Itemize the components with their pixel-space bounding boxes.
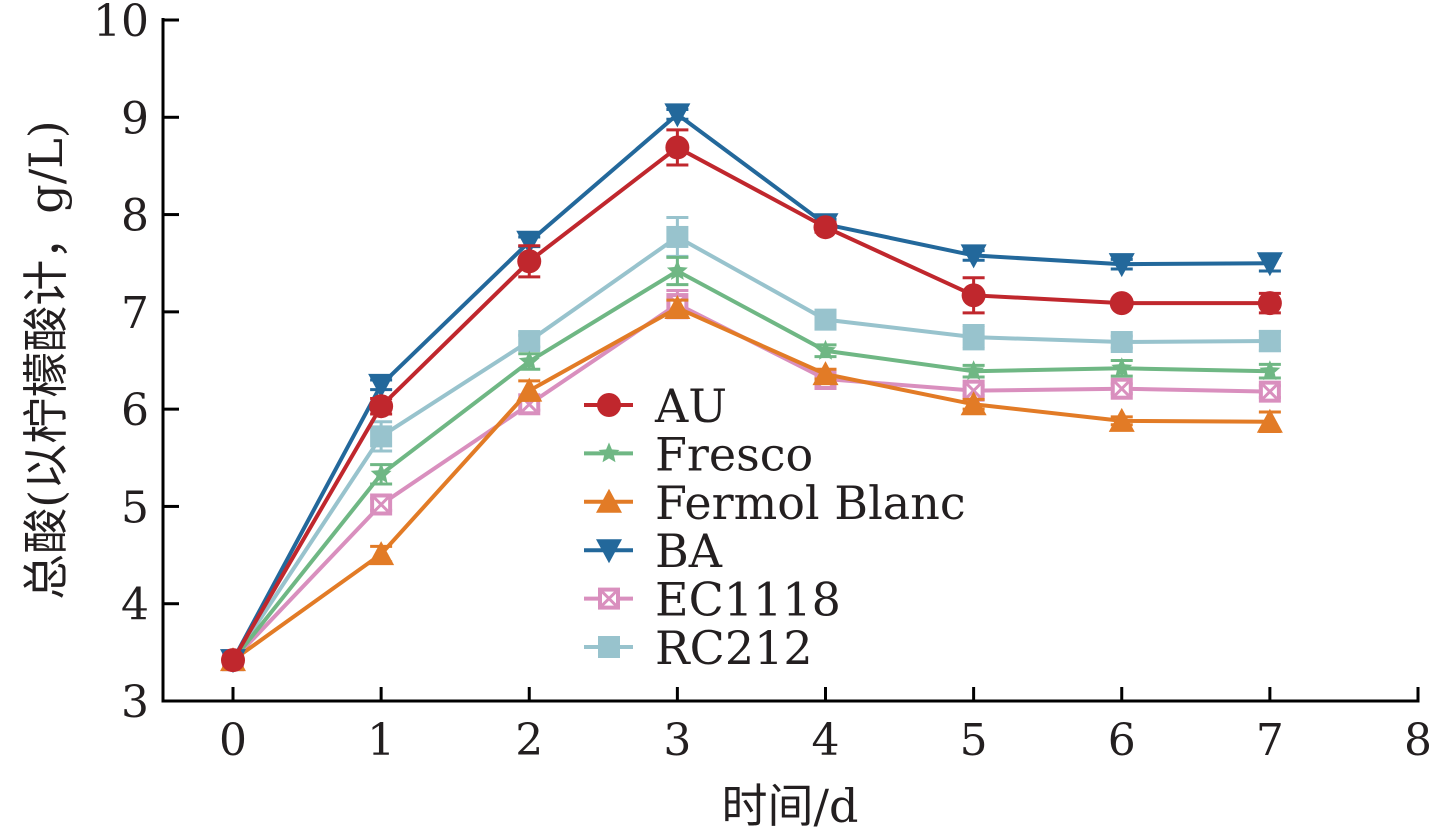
data-point-fermol-blanc [812,361,839,386]
data-point-rc212 [518,330,541,353]
data-point-au [1109,291,1134,316]
legend-item-fermol-blanc: Fermol Blanc [584,476,966,530]
data-point-ec1118-cross [1261,383,1278,400]
data-point-ec1118 [1258,380,1281,403]
data-point-fermol-blanc [1256,408,1283,433]
legend-label-fresco: Fresco [655,427,813,481]
legend-label-ec1118: EC1118 [655,573,841,627]
data-point-fresco [666,260,688,280]
y-tick-label: 6 [121,385,149,436]
legend-item-fresco: Fresco [584,427,813,481]
data-point-au [517,249,542,274]
x-tick-label: 7 [1256,715,1284,766]
data-point-ba [1108,253,1135,278]
x-tick-label: 4 [812,715,840,766]
y-axis-label: 总酸(以柠檬酸计，g/L) [19,120,73,599]
x-axis-label: 时间/d [722,779,859,832]
x-tick-label: 2 [515,715,543,766]
y-tick-label: 5 [121,482,149,533]
data-point-fresco [370,463,392,484]
data-point-fresco [1111,357,1133,378]
y-tick-label: 7 [121,288,149,339]
series-line-fermol-blanc [231,305,1270,662]
data-point-fermol-blanc [664,294,691,319]
legend-marker-ba [596,539,622,564]
data-point-rc212 [666,225,689,248]
series-line-rc212 [231,234,1270,662]
series-layer [220,103,1283,674]
data-point-fermol-blanc [1108,407,1135,432]
data-point-ba [664,103,691,128]
legend-item-ba: BA [584,524,723,578]
legend-marker-rc212 [598,636,620,658]
data-point-ba [960,244,987,269]
data-point-rc212 [962,326,985,349]
x-tick-label: 8 [1404,715,1432,766]
x-tick-label: 5 [960,715,988,766]
legend-label-ba: BA [655,524,723,578]
series-line-ba [231,111,1270,662]
x-tick-label: 6 [1108,715,1136,766]
legend-item-ec1118: EC1118 [584,573,841,627]
data-point-au [369,394,394,419]
legend-marker-fermol-blanc [596,488,622,513]
data-point-au [1257,291,1282,316]
data-point-au [961,283,986,308]
series-line-fresco [231,268,1270,662]
legend-marker-fresco [598,442,620,463]
data-point-rc212 [1110,331,1133,354]
legend-marker-ec1118 [598,587,620,610]
data-point-au [221,648,245,673]
y-tick-label: 10 [93,0,149,47]
data-point-au [665,135,690,160]
data-point-fresco [963,360,985,381]
legend-label-fermol-blanc: Fermol Blanc [655,476,966,530]
series-fresco [222,255,1281,669]
data-point-fresco [1259,360,1281,381]
data-point-ba [1256,252,1283,277]
y-tick-label: 3 [121,677,149,728]
y-tick-label: 8 [121,191,149,242]
legend-label-rc212: RC212 [655,621,813,675]
data-point-au [813,215,838,240]
legend-item-au: AU [584,379,727,433]
data-point-ba [516,230,543,255]
data-point-rc212 [370,425,393,448]
x-tick-label: 0 [219,715,247,766]
data-point-fresco [518,350,540,371]
data-point-rc212 [1258,330,1281,353]
data-point-rc212 [814,308,837,331]
data-point-fermol-blanc [516,377,543,402]
legend-item-rc212: RC212 [584,621,813,675]
legend-marker-ec1118-cross [600,590,618,607]
series-au [221,128,1282,673]
data-point-ec1118 [370,493,393,516]
data-point-ec1118-cross [1113,380,1130,397]
data-point-ec1118 [1110,377,1133,400]
series-line-au [231,145,1270,662]
x-tick-label: 3 [663,715,691,766]
data-point-ec1118-cross [373,496,390,513]
axes: 3 4 5 6 7 8 9 10 0 1 2 3 4 5 6 7 8 [93,0,1432,766]
data-point-fermol-blanc [960,391,987,416]
legend-marker-au [597,393,621,417]
legend-label-au: AU [654,379,727,433]
y-tick-label: 4 [121,580,149,631]
data-point-fresco [815,339,836,360]
x-tick-label: 1 [367,715,395,766]
data-point-ec1118-cross [965,382,982,399]
y-tick-label: 9 [121,93,149,144]
data-point-fermol-blanc [368,541,395,566]
data-point-ba [368,373,395,398]
